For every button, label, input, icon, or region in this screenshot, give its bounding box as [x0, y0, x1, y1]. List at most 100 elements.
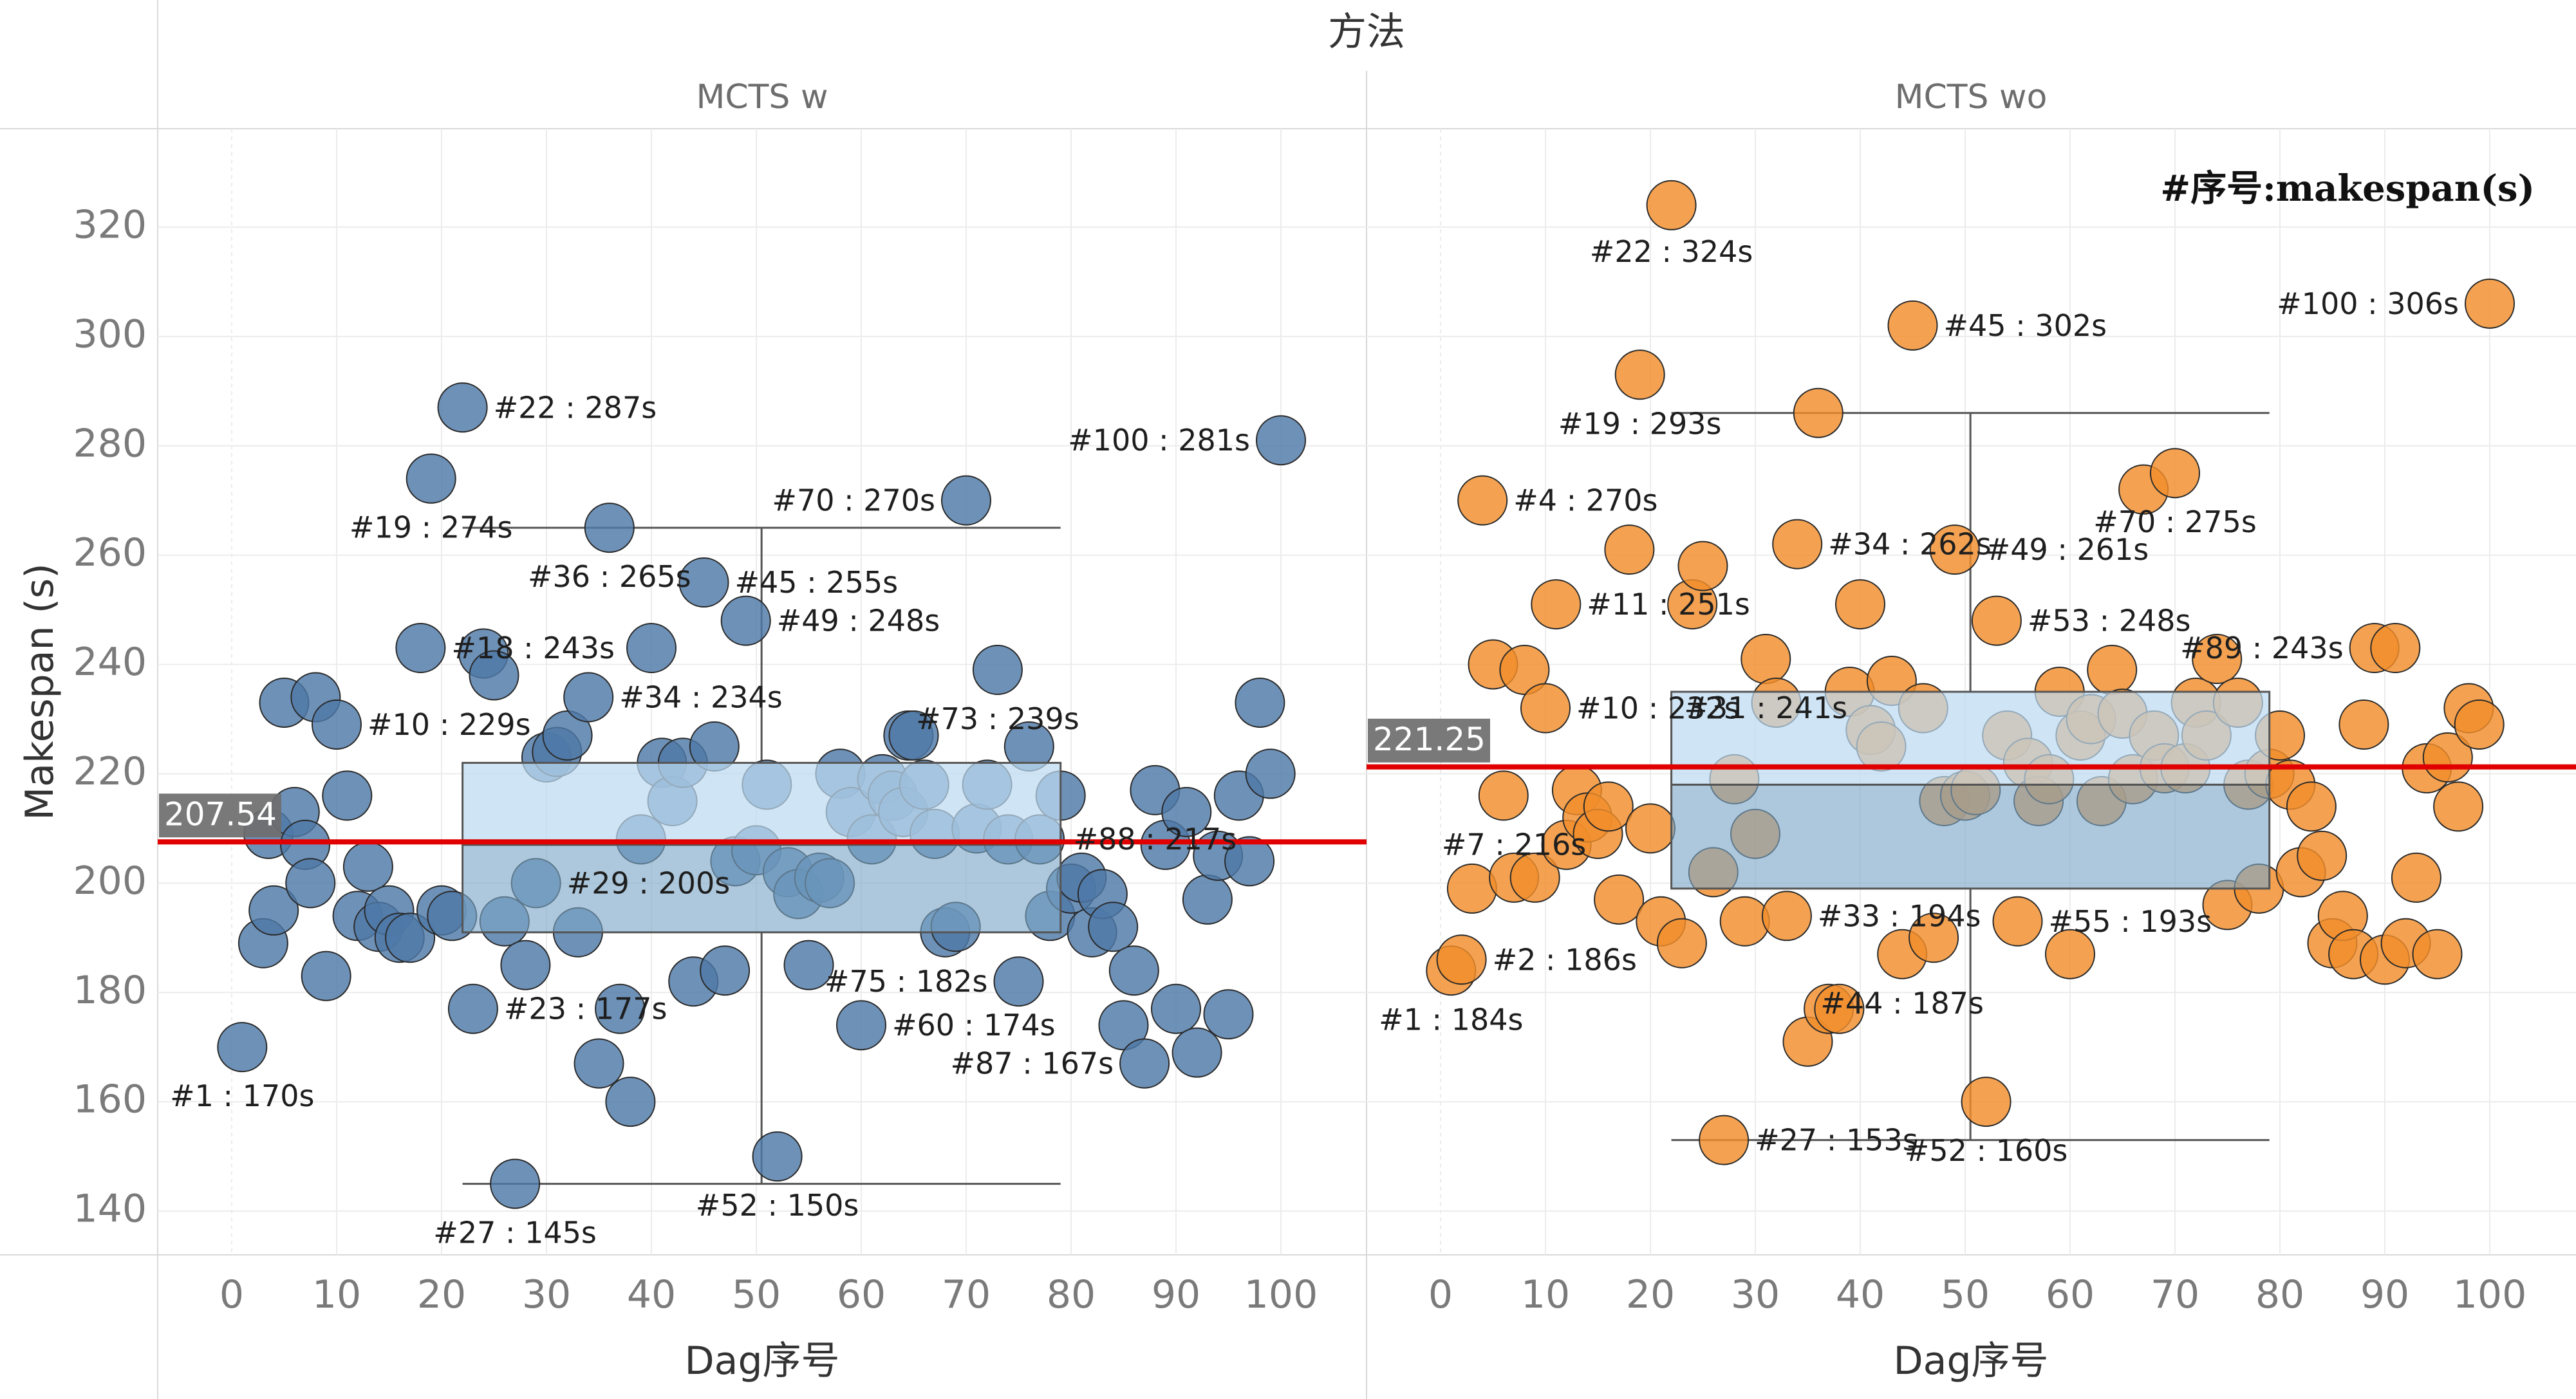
data-point	[1971, 595, 2022, 646]
point-label: #75 : 182s	[825, 964, 988, 999]
data-point	[752, 1131, 803, 1182]
data-point	[1151, 983, 1201, 1034]
point-label: #10 : 232s	[1576, 690, 1740, 725]
data-point	[1446, 863, 1497, 914]
x-tick-label: 40	[627, 1272, 676, 1317]
data-point	[342, 841, 393, 892]
data-point	[1256, 415, 1306, 466]
y-tick-label: 160	[73, 1077, 147, 1122]
x-tick-label: 90	[1152, 1272, 1200, 1317]
point-label: #23 : 177s	[504, 992, 667, 1026]
data-point	[2391, 852, 2441, 903]
x-tick-label: 70	[942, 1272, 991, 1317]
data-point	[2192, 634, 2243, 685]
data-point	[2150, 448, 2200, 499]
data-point	[1119, 1038, 1170, 1089]
data-point	[322, 770, 373, 821]
x-tick-label: 0	[1428, 1272, 1453, 1317]
data-point	[312, 699, 362, 750]
x-tick-label: 50	[732, 1272, 781, 1317]
data-point	[1161, 786, 1212, 837]
data-point	[1793, 387, 1843, 438]
data-point	[1656, 918, 1707, 968]
point-label: #31 : 241s	[1685, 690, 1848, 725]
data-point	[301, 950, 351, 1001]
data-point	[2422, 732, 2473, 783]
x-axis-title-right: Dag序号	[1893, 1339, 2048, 1384]
point-label: #87 : 167s	[951, 1046, 1114, 1081]
point-label: #52 : 150s	[696, 1188, 859, 1223]
data-point	[1520, 683, 1571, 734]
data-point	[447, 983, 498, 1034]
point-label: #22 : 324s	[1590, 234, 1753, 269]
y-tick-label: 180	[73, 968, 147, 1013]
panel-title-mcts-w: MCTS w	[696, 78, 828, 116]
data-point	[1835, 579, 1885, 630]
data-point	[1098, 1000, 1149, 1051]
data-point	[542, 710, 593, 761]
point-label: #70 : 275s	[2093, 505, 2257, 539]
x-tick-label: 20	[417, 1272, 466, 1317]
x-tick-label: 30	[522, 1272, 571, 1317]
data-point	[1625, 803, 1675, 854]
point-label: #100 : 281s	[1068, 423, 1250, 458]
x-tick-label: 10	[312, 1272, 361, 1317]
point-label: #44 : 187s	[1820, 986, 1984, 1021]
data-point	[1614, 349, 1665, 400]
point-label: #49 : 248s	[777, 604, 940, 638]
point-label: #73 : 239s	[916, 701, 1079, 736]
data-point	[1088, 902, 1139, 952]
x-tick-label: 40	[1836, 1272, 1885, 1317]
point-label: #19 : 293s	[1558, 406, 1722, 441]
data-point	[285, 858, 336, 909]
point-label: #88 : 217s	[1074, 822, 1237, 857]
mean-tag-bg	[159, 793, 281, 838]
data-point	[1509, 852, 1560, 903]
data-point	[700, 945, 751, 996]
box-lower-half	[462, 844, 1062, 934]
y-tick-label: 220	[73, 749, 147, 794]
data-point	[2454, 699, 2505, 750]
data-point	[1887, 300, 1938, 351]
point-label: #53 : 248s	[2028, 604, 2191, 638]
data-point	[1108, 945, 1159, 996]
point-label: #52 : 160s	[1905, 1133, 2068, 1168]
data-point	[1719, 896, 1770, 947]
point-label: #29 : 200s	[567, 866, 731, 900]
data-point	[836, 1000, 886, 1051]
x-tick-label: 100	[1244, 1272, 1318, 1317]
mean-lines: 207.54 221.25	[158, 718, 2576, 845]
point-label: #27 : 153s	[1755, 1123, 1918, 1158]
data-point	[1814, 983, 1865, 1034]
data-point	[2297, 830, 2347, 881]
x-tick-label: 30	[1731, 1272, 1780, 1317]
data-point	[1741, 634, 1791, 685]
data-point	[574, 1038, 624, 1089]
data-point	[1677, 541, 1728, 591]
data-point	[595, 983, 646, 1034]
mean-tag-bg	[1368, 718, 1490, 763]
box-lower-half	[1670, 783, 2271, 890]
data-point	[1171, 1027, 1222, 1078]
data-point	[1531, 579, 1582, 630]
x-tick-label: 70	[2151, 1272, 2199, 1317]
point-label: #49 : 261s	[1986, 532, 2149, 567]
data-point	[1235, 677, 1285, 728]
data-point	[941, 475, 991, 526]
data-point	[1182, 874, 1233, 925]
data-point	[993, 956, 1044, 1007]
y-axis-title: Makespan (s)	[17, 563, 62, 820]
data-point	[1604, 524, 1655, 575]
data-point	[1909, 913, 1959, 963]
data-point	[1992, 896, 2043, 947]
y-tick-label: 200	[73, 858, 147, 903]
data-point	[783, 940, 834, 990]
chart-title: 方法	[1328, 10, 1405, 55]
data-point	[2412, 929, 2463, 979]
x-tick-label: 0	[219, 1272, 244, 1317]
y-tick-label: 240	[73, 640, 147, 685]
x-tick-label: 80	[2255, 1272, 2304, 1317]
point-label: #34 : 234s	[619, 680, 783, 714]
